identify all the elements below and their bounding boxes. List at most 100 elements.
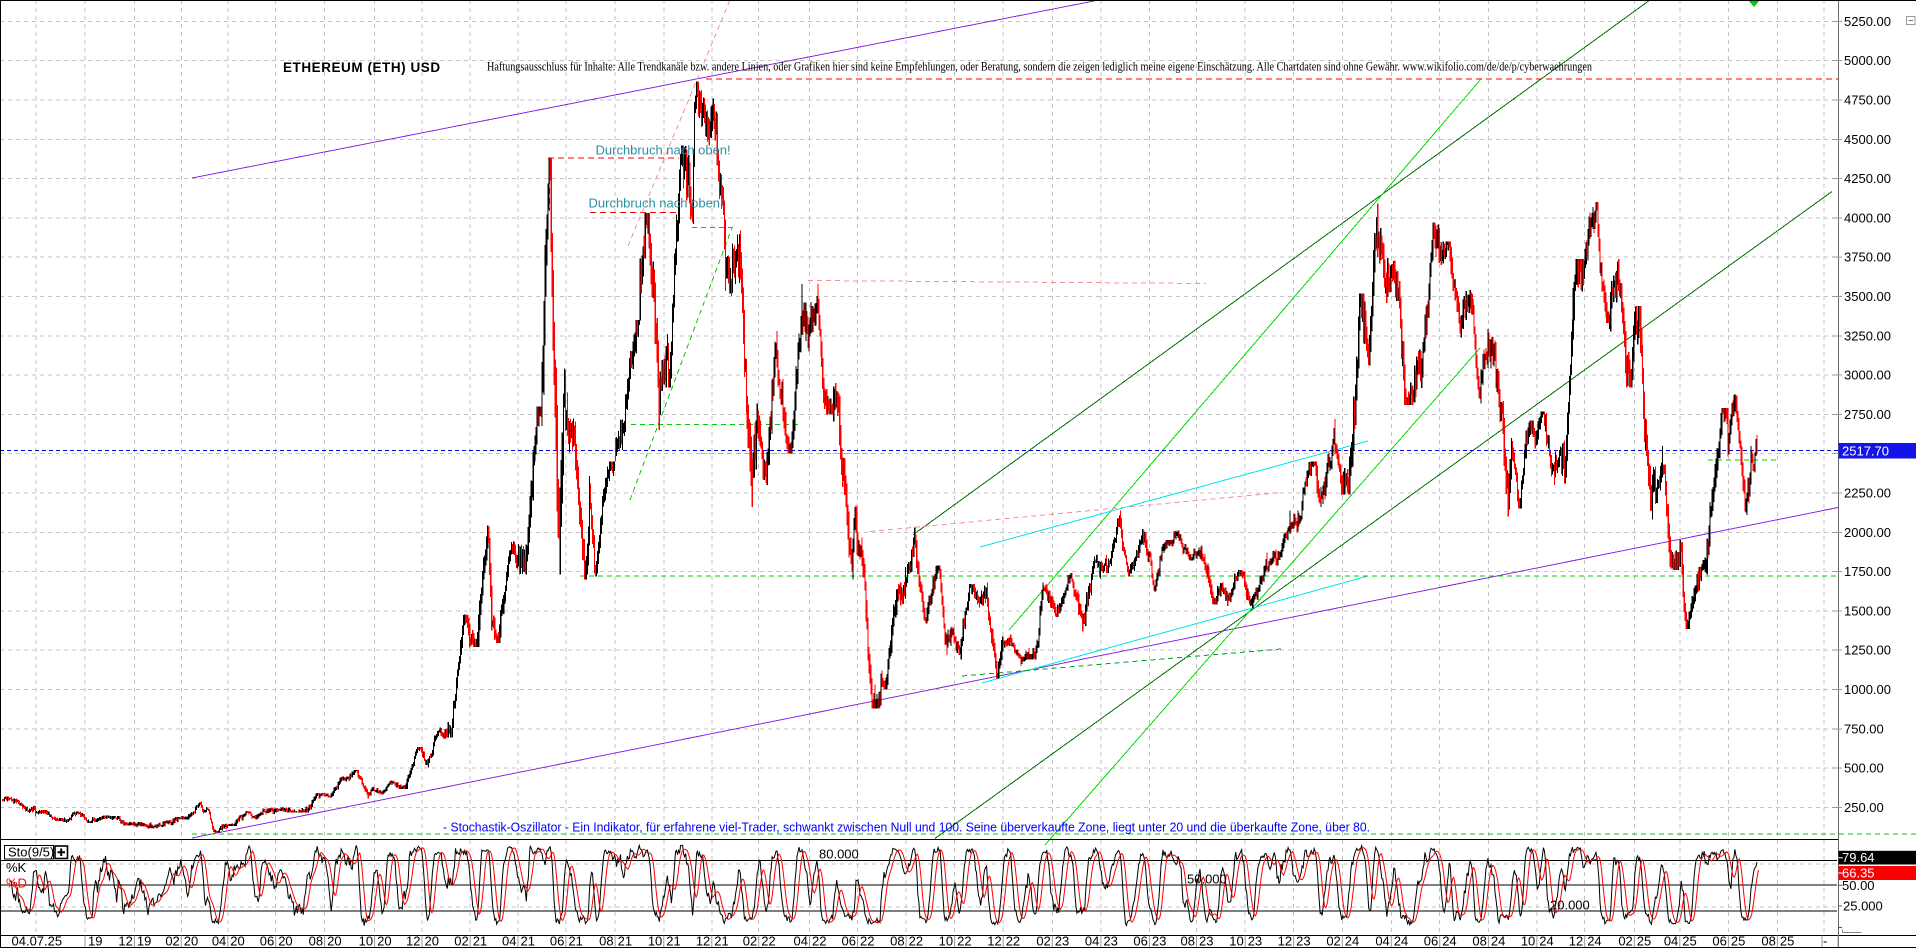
svg-text:20.000: 20.000 (1550, 898, 1590, 913)
svg-text:5000.00: 5000.00 (1844, 53, 1891, 68)
svg-text:02: 02 (1326, 934, 1340, 948)
svg-text:23: 23 (1296, 934, 1310, 948)
svg-text:24: 24 (1442, 934, 1456, 948)
svg-text:3750.00: 3750.00 (1844, 250, 1891, 265)
svg-text:2250.00: 2250.00 (1844, 486, 1891, 501)
svg-text:22: 22 (860, 934, 874, 948)
svg-text:08: 08 (599, 934, 613, 948)
svg-text:10: 10 (939, 934, 953, 948)
svg-text:2000.00: 2000.00 (1844, 525, 1891, 540)
svg-text:04: 04 (502, 934, 516, 948)
svg-text:21: 21 (521, 934, 535, 948)
svg-text:04: 04 (1085, 934, 1099, 948)
svg-text:12: 12 (118, 934, 132, 948)
svg-text:08: 08 (890, 934, 904, 948)
svg-text:02: 02 (1618, 934, 1632, 948)
svg-text:06: 06 (1424, 934, 1438, 948)
svg-text:02: 02 (1036, 934, 1050, 948)
svg-text:06: 06 (550, 934, 564, 948)
svg-text:500.00: 500.00 (1844, 761, 1884, 776)
svg-text:750.00: 750.00 (1844, 721, 1884, 736)
svg-text:24: 24 (1539, 934, 1553, 948)
svg-text:20: 20 (230, 934, 244, 948)
svg-text:21: 21 (568, 934, 582, 948)
svg-text:25: 25 (1780, 934, 1794, 948)
svg-text:3250.00: 3250.00 (1844, 328, 1891, 343)
svg-text:12: 12 (1569, 934, 1583, 948)
svg-text:23: 23 (1055, 934, 1069, 948)
svg-text:08: 08 (1181, 934, 1195, 948)
svg-text:10: 10 (1521, 934, 1535, 948)
svg-text:22: 22 (1006, 934, 1020, 948)
svg-text:20: 20 (377, 934, 391, 948)
svg-text:02: 02 (165, 934, 179, 948)
svg-text:21: 21 (473, 934, 487, 948)
svg-text:23: 23 (1199, 934, 1213, 948)
svg-text:1250.00: 1250.00 (1844, 643, 1891, 658)
svg-text:06: 06 (260, 934, 274, 948)
svg-text:20: 20 (278, 934, 292, 948)
svg-text:25: 25 (1637, 934, 1651, 948)
svg-text:25: 25 (1731, 934, 1745, 948)
svg-text:1500.00: 1500.00 (1844, 603, 1891, 618)
svg-text:02: 02 (743, 934, 757, 948)
svg-text:10: 10 (648, 934, 662, 948)
svg-text:23: 23 (1103, 934, 1117, 948)
svg-text:79.64: 79.64 (1842, 850, 1875, 865)
svg-text:10: 10 (1229, 934, 1243, 948)
svg-text:12: 12 (696, 934, 710, 948)
svg-text:23: 23 (1152, 934, 1166, 948)
svg-text:250.00: 250.00 (1844, 800, 1884, 815)
svg-text:04.07.25: 04.07.25 (12, 934, 63, 948)
svg-text:%D: %D (6, 876, 27, 891)
svg-text:04: 04 (212, 934, 226, 948)
svg-text:22: 22 (812, 934, 826, 948)
svg-text:06: 06 (842, 934, 856, 948)
svg-text:08: 08 (1472, 934, 1486, 948)
svg-text:10: 10 (359, 934, 373, 948)
svg-text:22: 22 (909, 934, 923, 948)
svg-text:25.000: 25.000 (1843, 899, 1883, 914)
svg-text:21: 21 (618, 934, 632, 948)
svg-text:50.000: 50.000 (1187, 872, 1227, 887)
svg-text:- Stochastik-Oszillator - Ein: - Stochastik-Oszillator - Ein Indikator,… (443, 820, 1370, 835)
svg-text:12: 12 (987, 934, 1001, 948)
svg-text:06: 06 (1712, 934, 1726, 948)
svg-text:2517.70: 2517.70 (1842, 444, 1889, 459)
svg-text:20: 20 (184, 934, 198, 948)
svg-text:04: 04 (794, 934, 808, 948)
svg-text:Durchbruch nach oben!: Durchbruch nach oben! (589, 196, 724, 211)
svg-text:04: 04 (1664, 934, 1678, 948)
svg-text:24: 24 (1394, 934, 1408, 948)
svg-text:19: 19 (137, 934, 151, 948)
svg-text:24: 24 (1587, 934, 1601, 948)
svg-text:4250.00: 4250.00 (1844, 171, 1891, 186)
svg-text:ETHEREUM (ETH) USD: ETHEREUM (ETH) USD (283, 60, 441, 75)
svg-text:04: 04 (1375, 934, 1389, 948)
svg-text:21: 21 (714, 934, 728, 948)
svg-text:4500.00: 4500.00 (1844, 132, 1891, 147)
svg-text:Durchbruch nach oben!: Durchbruch nach oben! (596, 143, 731, 158)
svg-text:12: 12 (1278, 934, 1292, 948)
svg-text:3000.00: 3000.00 (1844, 368, 1891, 383)
svg-text:22: 22 (761, 934, 775, 948)
svg-text:12: 12 (406, 934, 420, 948)
svg-text:21: 21 (666, 934, 680, 948)
svg-text:06: 06 (1133, 934, 1147, 948)
svg-text:50.00: 50.00 (1842, 878, 1875, 893)
svg-text:20: 20 (327, 934, 341, 948)
svg-text:24: 24 (1345, 934, 1359, 948)
svg-text:Sto(9/5): Sto(9/5) (8, 845, 54, 860)
svg-text:4000.00: 4000.00 (1844, 210, 1891, 225)
svg-text:20: 20 (425, 934, 439, 948)
svg-text:5250.00: 5250.00 (1844, 14, 1891, 29)
svg-text:66.35: 66.35 (1842, 866, 1875, 881)
svg-text:4750.00: 4750.00 (1844, 93, 1891, 108)
svg-text:3500.00: 3500.00 (1844, 289, 1891, 304)
svg-text:%K: %K (6, 860, 27, 875)
svg-text:Haftungsausschluss für Inhalte: Haftungsausschluss für Inhalte: Alle Tre… (487, 60, 1593, 74)
svg-text:1000.00: 1000.00 (1844, 682, 1891, 697)
svg-text:02: 02 (454, 934, 468, 948)
svg-text:22: 22 (957, 934, 971, 948)
svg-text:2750.00: 2750.00 (1844, 407, 1891, 422)
